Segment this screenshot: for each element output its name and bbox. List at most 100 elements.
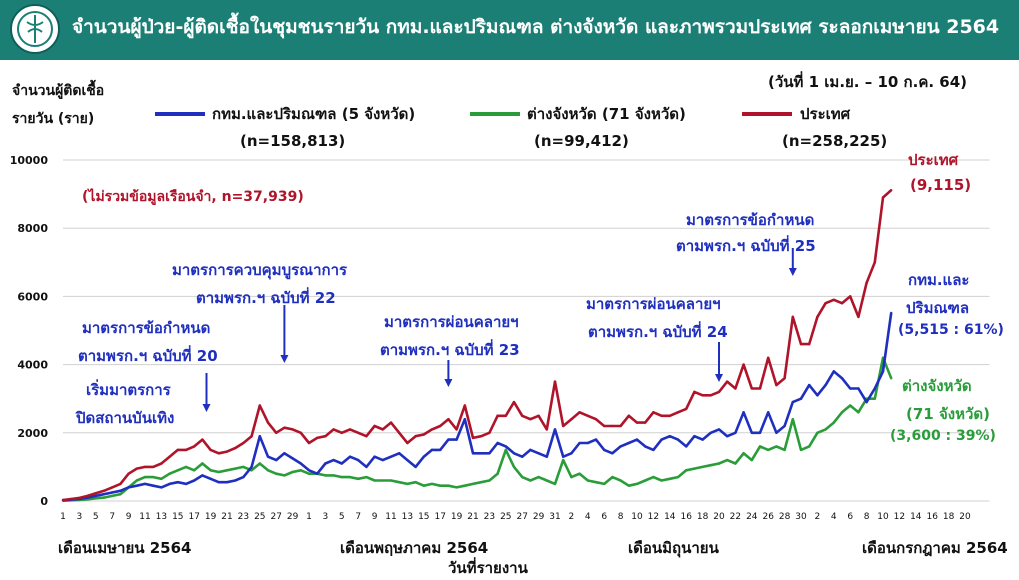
data-point bbox=[865, 281, 868, 284]
data-point bbox=[717, 390, 721, 394]
data-point bbox=[258, 404, 261, 407]
data-point bbox=[348, 428, 352, 431]
month-label-june: เดือนมิถุนายน bbox=[628, 539, 719, 557]
annotation-arrow-head bbox=[788, 268, 797, 276]
data-point bbox=[726, 458, 729, 462]
data-point bbox=[176, 469, 179, 472]
data-point bbox=[553, 428, 557, 431]
y-tick-label: 0 bbox=[40, 495, 48, 508]
data-point bbox=[750, 387, 753, 390]
data-point bbox=[365, 475, 368, 479]
data-point bbox=[726, 435, 729, 438]
annotation-arrow-head bbox=[202, 404, 211, 412]
data-point bbox=[873, 397, 876, 400]
data-point bbox=[619, 479, 622, 482]
y-tick-label: 8000 bbox=[17, 222, 48, 235]
data-point bbox=[357, 477, 360, 481]
x-tick-label: 27 bbox=[516, 512, 527, 522]
data-point bbox=[111, 486, 114, 489]
data-point bbox=[750, 431, 753, 434]
data-point bbox=[225, 481, 229, 484]
data-point bbox=[365, 465, 368, 469]
x-tick-label: 29 bbox=[287, 512, 299, 522]
annotation-decree25-2: ตามพรก.ฯ ฉบับที่ 25 bbox=[676, 237, 816, 255]
data-point bbox=[824, 428, 827, 431]
legend-swatch-prov bbox=[470, 112, 520, 116]
data-point bbox=[840, 411, 844, 414]
data-point bbox=[529, 417, 532, 421]
legend-n-prov: (n=99,412) bbox=[534, 132, 629, 150]
data-point bbox=[726, 380, 729, 383]
data-point bbox=[275, 431, 278, 434]
data-point bbox=[775, 445, 778, 448]
annotation-country-value: (9,115) bbox=[910, 176, 972, 194]
annotation-bkk-name-1: กทม.และ bbox=[908, 271, 970, 289]
x-tick-label: 12 bbox=[648, 512, 659, 522]
data-point bbox=[701, 394, 704, 397]
x-tick-label: 17 bbox=[434, 512, 445, 522]
data-point bbox=[652, 411, 655, 414]
data-point bbox=[578, 441, 581, 445]
data-point bbox=[258, 435, 261, 438]
data-point bbox=[439, 448, 442, 452]
annotation-prov-name-2: (71 จังหวัด) bbox=[906, 405, 990, 423]
data-point bbox=[890, 377, 893, 380]
data-point bbox=[799, 397, 803, 400]
x-tick-label: 14 bbox=[664, 512, 676, 522]
data-point bbox=[537, 414, 540, 417]
annotation-decree20-2: ตามพรก.ฯ ฉบับที่ 20 bbox=[78, 347, 218, 365]
series-line-country bbox=[62, 189, 893, 502]
data-point bbox=[660, 414, 663, 417]
data-point bbox=[660, 438, 663, 441]
annotation-bkk-value: (5,515 : 61%) bbox=[898, 322, 1004, 338]
data-point bbox=[832, 421, 835, 424]
data-point bbox=[201, 438, 204, 441]
data-point bbox=[783, 424, 786, 428]
x-tick-label: 8 bbox=[864, 512, 870, 522]
data-point bbox=[430, 448, 434, 452]
x-tick-label: 7 bbox=[355, 512, 361, 522]
data-point bbox=[135, 479, 138, 482]
data-point bbox=[324, 462, 327, 465]
data-point bbox=[545, 455, 548, 458]
data-point bbox=[184, 465, 188, 469]
data-point bbox=[135, 467, 138, 470]
data-point bbox=[586, 479, 589, 482]
data-point bbox=[849, 295, 852, 298]
data-point bbox=[701, 438, 704, 441]
data-point bbox=[881, 370, 885, 373]
data-point bbox=[488, 479, 491, 482]
data-point bbox=[545, 479, 548, 482]
data-point bbox=[422, 455, 425, 458]
annotation-arrow-head bbox=[715, 374, 723, 382]
data-point bbox=[398, 431, 401, 434]
header-bar: จำนวนผู้ป่วย-ผู้ติดเชื้อในชุมชนรายวัน กท… bbox=[0, 0, 1019, 60]
data-point bbox=[693, 467, 696, 470]
x-tick-label: 3 bbox=[323, 512, 329, 522]
data-point bbox=[414, 465, 417, 469]
y-tick-label: 2000 bbox=[17, 427, 48, 440]
data-point bbox=[111, 491, 114, 494]
y-tick-labels: 0 2000 4000 6000 8000 10000 bbox=[10, 154, 49, 508]
x-tick-label: 19 bbox=[205, 512, 217, 522]
data-point bbox=[324, 474, 327, 477]
data-point bbox=[193, 445, 196, 448]
data-point bbox=[414, 481, 417, 484]
data-point bbox=[381, 458, 384, 462]
data-point bbox=[340, 462, 343, 465]
data-point bbox=[619, 424, 622, 428]
data-point bbox=[635, 438, 639, 441]
data-point bbox=[578, 411, 581, 414]
data-point bbox=[644, 421, 647, 424]
data-point bbox=[217, 452, 220, 455]
data-point bbox=[676, 411, 680, 414]
data-point bbox=[570, 452, 573, 455]
data-point bbox=[430, 428, 434, 431]
date-range: (วันที่ 1 เม.ย. – 10 ก.ค. 64) bbox=[768, 73, 968, 91]
data-point bbox=[201, 474, 204, 477]
data-point bbox=[94, 497, 98, 500]
data-point bbox=[275, 472, 278, 475]
data-point bbox=[890, 311, 893, 315]
data-point bbox=[316, 436, 319, 440]
